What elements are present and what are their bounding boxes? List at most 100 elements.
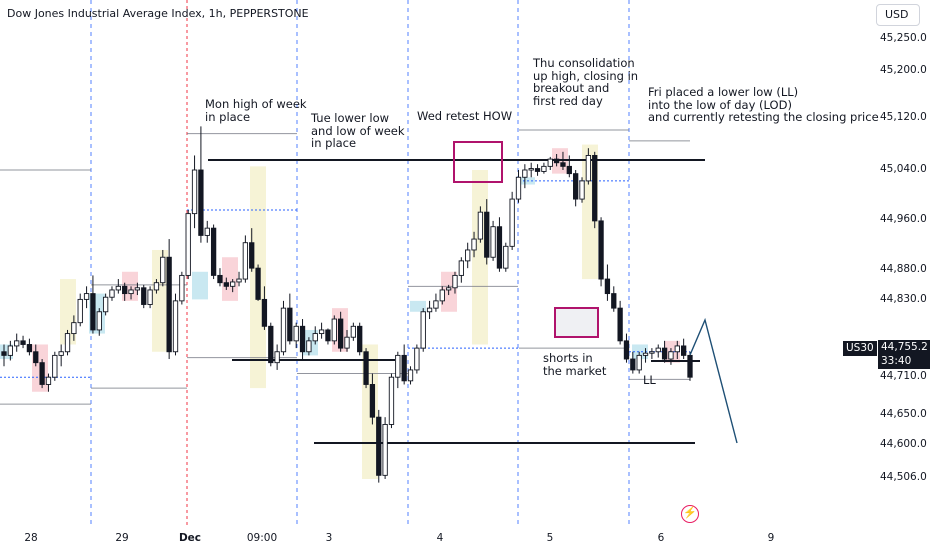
candle-body xyxy=(204,227,210,236)
candle-body xyxy=(268,325,274,364)
candle-body xyxy=(496,226,503,269)
candle-body xyxy=(369,384,376,418)
shorts-box xyxy=(554,307,599,338)
candle-body xyxy=(134,287,141,291)
price-tick-label: 44,830.0 xyxy=(880,293,927,305)
candle-body xyxy=(598,220,604,280)
candle-body xyxy=(566,165,572,175)
candle-body xyxy=(509,198,515,247)
highlight-zone xyxy=(192,271,208,300)
candle-body xyxy=(649,351,655,354)
candle-body xyxy=(541,165,547,172)
candle-body xyxy=(115,285,121,291)
candle-body xyxy=(585,155,592,182)
candle-body xyxy=(680,345,687,356)
candle-body xyxy=(407,369,414,382)
candle-body xyxy=(83,293,90,300)
candle-body xyxy=(33,351,39,364)
candle-body xyxy=(331,318,337,342)
price-tick-label: 45,200.0 xyxy=(880,64,927,76)
candle-body xyxy=(191,169,198,215)
candle-body xyxy=(401,354,407,382)
candle-body xyxy=(611,293,617,309)
candle-body xyxy=(179,274,185,302)
candle-body xyxy=(217,274,223,284)
time-tick-label: 29 xyxy=(115,532,129,544)
candle-body xyxy=(274,351,280,364)
candle-body xyxy=(458,260,464,276)
candle-body xyxy=(604,278,611,295)
candle-body xyxy=(39,362,45,385)
price-tick-label: 44,506.0 xyxy=(880,471,927,483)
candle-body xyxy=(14,340,20,347)
time-tick-label: 28 xyxy=(24,532,38,544)
price-tick-label: 45,250.0 xyxy=(880,32,927,44)
candle-body xyxy=(465,249,471,262)
candle-body xyxy=(185,213,191,276)
candle-body xyxy=(325,329,331,342)
time-tick-label: 9 xyxy=(767,532,775,544)
candle-body xyxy=(573,173,579,200)
candle-body xyxy=(636,354,642,371)
highlight-zone xyxy=(410,300,426,312)
candle-body xyxy=(52,354,58,378)
projection-path xyxy=(689,317,738,444)
candle-body xyxy=(280,307,287,353)
candle-body xyxy=(420,311,426,349)
price-tick-label: 44,710.0 xyxy=(880,370,927,382)
candle-body xyxy=(109,289,115,298)
candle-body xyxy=(623,340,630,360)
annotation-fri: Fri placed a lower low (LL) into the low… xyxy=(648,85,879,124)
annotation-ll: LL xyxy=(643,373,656,387)
time-tick-label: 4 xyxy=(436,532,444,544)
candle-body xyxy=(261,298,268,327)
candle-body xyxy=(376,416,382,476)
candle-body xyxy=(223,282,229,287)
candle-body xyxy=(560,162,566,167)
time-tick-label: 3 xyxy=(325,532,333,544)
candle-body xyxy=(287,307,293,342)
candle-body xyxy=(642,352,649,356)
candle-body xyxy=(58,351,64,356)
price-tick-label: 44,650.0 xyxy=(880,408,927,420)
candle-body xyxy=(299,325,306,353)
currency-button[interactable]: USD xyxy=(876,4,920,26)
candle-body xyxy=(617,307,623,342)
candle-body xyxy=(674,345,680,353)
candle-body xyxy=(426,307,433,313)
candle-body xyxy=(293,325,299,342)
highlight-zone xyxy=(152,249,168,352)
candle-body xyxy=(128,289,134,295)
candle-body xyxy=(64,333,71,353)
price-tick-label: 45,120.0 xyxy=(880,111,927,123)
candle-body xyxy=(147,289,153,305)
candle-body xyxy=(337,318,344,349)
annotation-mon: Mon high of week in place xyxy=(205,97,307,124)
candle-body xyxy=(363,351,369,385)
candle-body xyxy=(477,211,484,240)
candle-body xyxy=(382,424,388,476)
candle-body xyxy=(318,329,325,335)
candle-body xyxy=(452,274,458,289)
highlight-zone xyxy=(472,170,488,345)
candle-body xyxy=(102,296,109,313)
symbol-label: US30 xyxy=(843,341,877,356)
candle-body xyxy=(579,180,585,200)
tradingview-logo-icon[interactable]: ⚡ xyxy=(681,505,699,523)
candle-body xyxy=(71,322,77,335)
candle-body xyxy=(445,287,452,291)
candle-body xyxy=(522,169,528,178)
candle-body xyxy=(388,376,395,425)
last-price-value: 44,755.2 xyxy=(881,341,928,353)
candle-body xyxy=(655,347,661,353)
candle-body xyxy=(439,289,445,302)
chart-title: Dow Jones Industrial Average Index, 1h, … xyxy=(7,7,309,20)
candle-body xyxy=(395,354,401,378)
candle-body xyxy=(236,278,242,283)
candle-body xyxy=(312,333,318,342)
bar-countdown: 33:40 xyxy=(881,355,912,367)
candle-body xyxy=(1,351,7,356)
candle-body xyxy=(122,285,128,295)
